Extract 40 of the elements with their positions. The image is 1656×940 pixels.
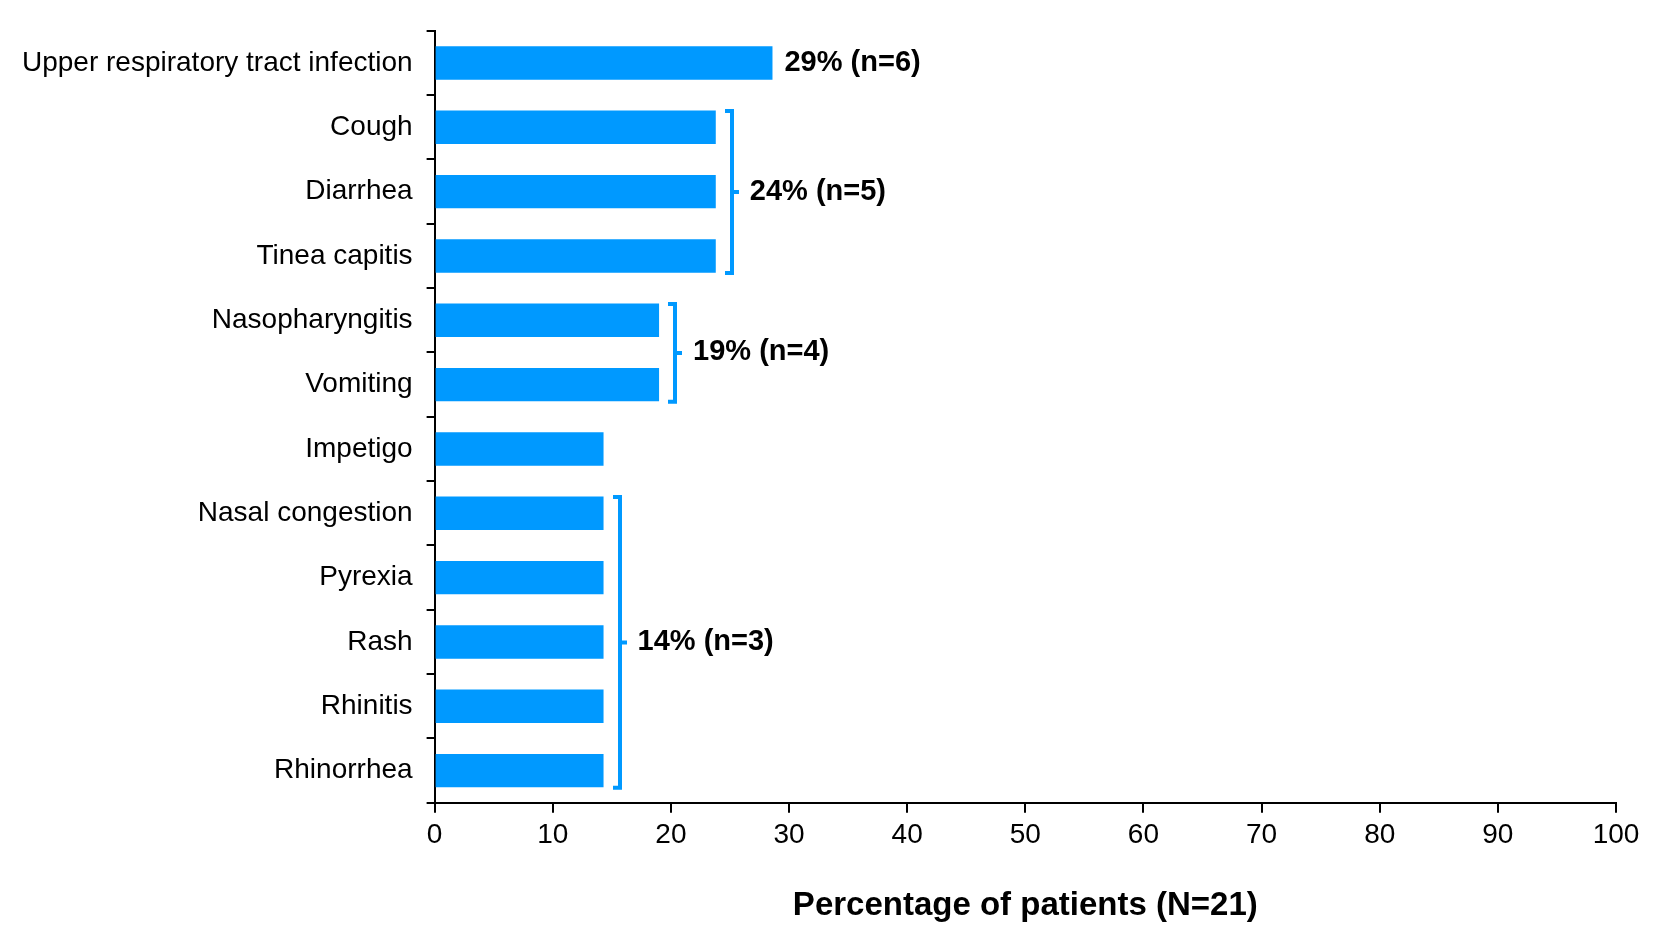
x-tick-label: 70: [1246, 818, 1278, 850]
y-tick-label: Diarrhea: [305, 174, 414, 206]
y-tick-label: Rhinorrhea: [274, 753, 414, 785]
y-tick-label: Upper respiratory tract infection: [22, 45, 413, 77]
annotation: 14% (n=3): [637, 623, 774, 656]
bar: [435, 432, 604, 466]
bar: [435, 110, 716, 145]
y-tick-label: Vomiting: [305, 367, 413, 399]
bar: [435, 753, 604, 788]
y-tick-label: Nasal congestion: [197, 496, 413, 528]
y-tick-label: Pyrexia: [319, 560, 414, 592]
x-tick-label: 0: [426, 818, 443, 850]
bar: [435, 625, 604, 659]
bar: [435, 239, 716, 273]
x-tick-label: 60: [1127, 818, 1160, 850]
bar: [435, 689, 604, 724]
bar: [435, 496, 604, 531]
y-tick-label: Nasopharyngitis: [211, 303, 413, 335]
bar: [435, 303, 660, 338]
bar: [435, 560, 604, 595]
x-tick-label: 40: [891, 818, 923, 850]
x-tick-label: 10: [537, 818, 569, 850]
y-tick-label: Cough: [330, 110, 413, 142]
y-tick-label: Rash: [347, 624, 413, 656]
annotation: 24% (n=5): [749, 173, 886, 206]
bar: [435, 367, 660, 402]
x-tick-label: 90: [1482, 818, 1514, 850]
annotation: 29% (n=6): [784, 44, 921, 77]
annotation: 19% (n=4): [693, 334, 830, 367]
y-tick-label: Tinea capitis: [256, 238, 413, 270]
x-axis-title: Percentage of patients (N=21): [792, 885, 1258, 923]
x-tick-label: 30: [773, 818, 805, 850]
y-tick-label: Impetigo: [305, 431, 413, 463]
x-tick-label: 50: [1009, 818, 1041, 850]
x-tick-label: 80: [1364, 818, 1396, 850]
bar: [435, 174, 716, 209]
bar: [435, 46, 773, 80]
x-tick-label: 100: [1592, 818, 1640, 850]
x-tick-label: 20: [655, 818, 687, 850]
y-tick-label: Rhinitis: [320, 689, 413, 721]
